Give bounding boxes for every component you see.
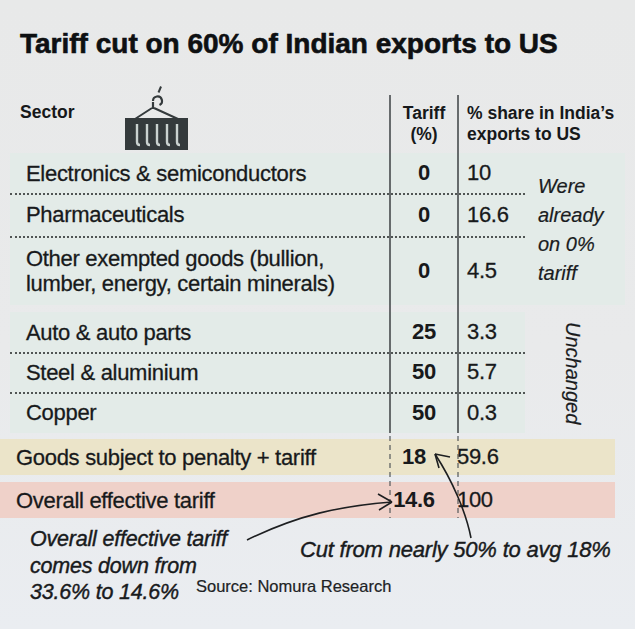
column-header-sector: Sector <box>20 102 74 123</box>
cell-tariff: 0 <box>390 193 458 236</box>
row-divider <box>10 193 525 195</box>
source-credit: Source: Nomura Research <box>196 577 391 596</box>
cell-tariff: 14.6 <box>380 482 448 518</box>
row-divider <box>10 236 525 238</box>
table-row: Pharmaceuticals 0 16.6 <box>10 193 625 236</box>
table-group-zero-tariff: Electronics & semiconductors 0 10 Pharma… <box>10 153 625 305</box>
table-row-overall: Overall effective tariff 14.6 100 <box>0 482 615 518</box>
cell-sector: Overall effective tariff <box>16 482 368 518</box>
cell-sector: Copper <box>26 392 378 433</box>
annotation-zero-tariff: Were already on 0% tariff <box>538 172 624 288</box>
table-group-unchanged: Auto & auto parts 25 3.3 Steel & alumini… <box>10 312 525 433</box>
shipping-container-icon <box>125 87 188 151</box>
cell-tariff: 18 <box>380 439 448 475</box>
cell-tariff: 50 <box>390 352 458 392</box>
cell-share: 5.7 <box>467 352 497 392</box>
infographic: Tariff cut on 60% of Indian exports to U… <box>0 0 635 629</box>
table-row-penalty: Goods subject to penalty + tariff 18 59.… <box>0 439 615 475</box>
cell-share: 100 <box>457 482 493 518</box>
cell-sector: Other exempted goods (bullion, lumber, e… <box>26 236 378 305</box>
row-divider <box>10 392 525 394</box>
cell-sector: Goods subject to penalty + tariff <box>16 439 368 475</box>
table-row: Steel & aluminium 50 5.7 <box>10 352 525 392</box>
cell-sector: Pharmaceuticals <box>26 193 378 236</box>
annotation-unchanged: Unchanged <box>556 314 588 432</box>
cell-share: 16.6 <box>467 193 509 236</box>
cell-share: 10 <box>467 153 491 193</box>
row-divider <box>10 352 525 354</box>
page-title: Tariff cut on 60% of Indian exports to U… <box>20 28 558 60</box>
cell-tariff: 0 <box>390 153 458 193</box>
table-row: Electronics & semiconductors 0 10 <box>10 153 625 193</box>
cell-sector: Steel & aluminium <box>26 352 378 392</box>
cell-share: 59.6 <box>457 439 499 475</box>
cell-sector: Electronics & semiconductors <box>26 153 378 193</box>
cell-tariff: 25 <box>390 312 458 352</box>
cell-sector: Auto & auto parts <box>26 312 378 352</box>
table-row: Copper 50 0.3 <box>10 392 525 433</box>
cell-share: 0.3 <box>467 392 497 433</box>
cell-tariff: 0 <box>390 236 458 305</box>
table-row: Auto & auto parts 25 3.3 <box>10 312 525 352</box>
cell-share: 3.3 <box>467 312 497 352</box>
cell-tariff: 50 <box>390 392 458 433</box>
column-header-share: % share in India’s exports to US <box>467 103 629 145</box>
column-header-tariff: Tariff (%) <box>390 103 458 145</box>
table-row: Other exempted goods (bullion, lumber, e… <box>10 236 625 305</box>
annotation-cut: Cut from nearly 50% to avg 18% <box>300 537 611 563</box>
cell-share: 4.5 <box>467 236 497 305</box>
